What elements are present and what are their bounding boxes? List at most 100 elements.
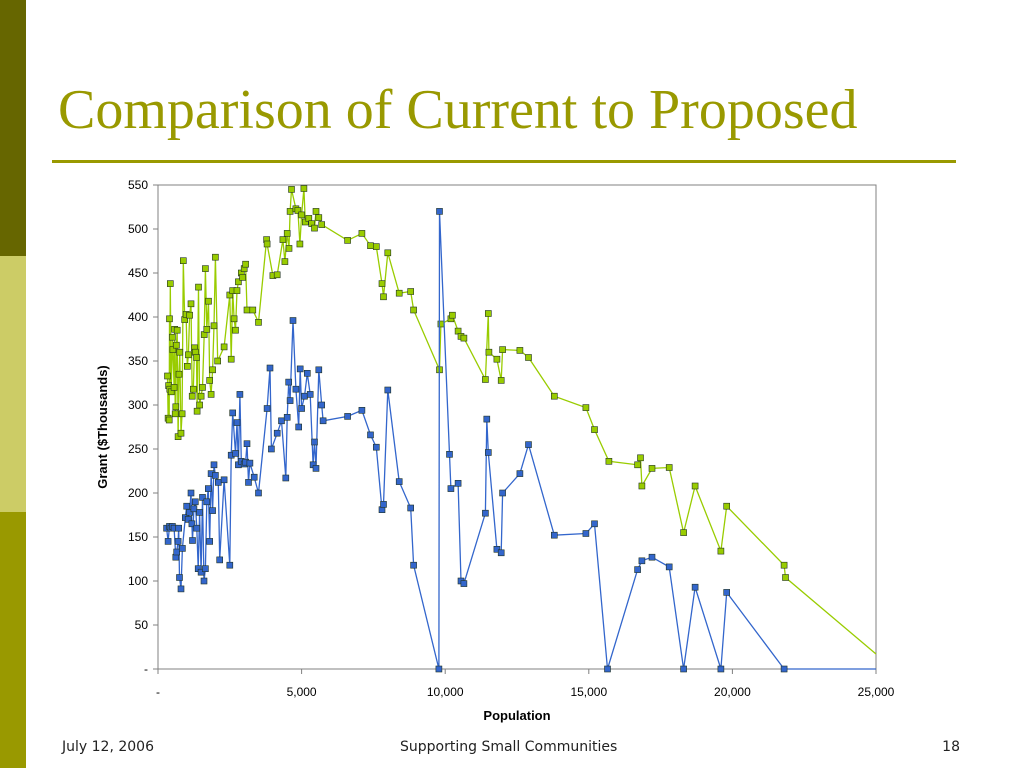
data-point: [239, 274, 246, 281]
series-layer: [163, 185, 877, 673]
data-point: [306, 391, 314, 398]
data-point: [604, 665, 611, 673]
data-point: [266, 364, 274, 372]
data-point: [318, 401, 326, 409]
data-point: [174, 538, 182, 545]
data-point: [196, 509, 203, 516]
data-point: [298, 405, 305, 412]
data-point: [344, 237, 351, 244]
y-axis-title: Grant ($Thousands): [95, 365, 110, 489]
data-point: [285, 378, 293, 386]
data-point: [172, 403, 180, 411]
data-point: [214, 357, 221, 365]
series-1: [164, 185, 877, 655]
data-point: [206, 377, 213, 384]
data-point: [311, 438, 318, 446]
data-point: [177, 429, 185, 437]
data-point: [179, 545, 186, 552]
data-point: [407, 504, 415, 512]
x-axis: - 5,000 10,000 15,000 20,000 25,000: [156, 669, 895, 699]
data-point: [197, 568, 205, 576]
data-point: [780, 665, 788, 673]
data-point: [367, 431, 374, 439]
data-point: [186, 509, 193, 516]
data-point: [166, 315, 173, 323]
data-point: [497, 549, 505, 557]
data-point: [188, 520, 196, 528]
data-point: [232, 450, 239, 457]
data-point: [178, 410, 186, 418]
data-point: [283, 413, 291, 421]
data-point: [235, 278, 242, 286]
data-point: [186, 311, 193, 319]
data-point: [295, 423, 303, 431]
plot-area: [157, 184, 877, 670]
data-point: [372, 243, 380, 250]
data-point: [493, 545, 501, 553]
data-point: [301, 218, 309, 226]
data-point: [263, 240, 271, 248]
data-point: [296, 240, 304, 248]
data-point: [286, 208, 294, 215]
x-tick-label: 15,000: [570, 685, 607, 699]
data-point: [449, 311, 456, 319]
data-point: [278, 417, 285, 425]
data-point: [582, 404, 590, 411]
data-point: [209, 507, 216, 514]
data-point: [395, 478, 403, 485]
data-point: [454, 479, 462, 487]
data-point: [286, 397, 294, 404]
data-point: [209, 366, 216, 374]
data-point: [460, 580, 468, 587]
data-point: [499, 346, 506, 353]
data-point: [185, 351, 192, 359]
y-tick-label: 150: [128, 530, 148, 544]
data-point: [229, 409, 236, 417]
data-point: [288, 186, 295, 193]
data-point: [207, 391, 215, 398]
y-tick-label: 50: [135, 618, 149, 632]
data-point: [169, 333, 176, 341]
data-point: [190, 385, 197, 393]
data-point: [273, 429, 281, 437]
data-point: [192, 498, 199, 506]
data-point: [447, 485, 455, 492]
x-tick-label: -: [156, 685, 160, 699]
data-point: [637, 454, 644, 462]
data-point: [723, 589, 731, 596]
data-point: [482, 509, 489, 517]
data-point: [301, 392, 308, 400]
data-point: [245, 479, 252, 486]
data-point: [410, 306, 417, 314]
data-point: [312, 208, 320, 215]
data-point: [190, 505, 198, 513]
data-point: [460, 334, 468, 342]
data-point: [294, 207, 302, 214]
data-point: [582, 530, 590, 537]
data-point: [591, 520, 598, 528]
data-point: [176, 574, 183, 581]
y-tick-label: 400: [128, 310, 148, 324]
x-axis-title: Population: [483, 708, 550, 723]
data-point: [282, 474, 290, 482]
scatter-line-chart: - 50 100 150 200 250 300 350 400 450 500 550 - 5,000…: [95, 178, 895, 723]
data-point: [717, 547, 725, 555]
data-point: [236, 391, 244, 398]
data-point: [175, 370, 183, 378]
data-point: [550, 531, 558, 539]
data-point: [242, 260, 249, 268]
data-point: [215, 479, 222, 486]
data-point: [691, 482, 699, 490]
data-point: [170, 384, 178, 391]
data-point: [483, 415, 491, 423]
data-point: [202, 265, 209, 272]
data-point: [516, 470, 524, 477]
y-tick-label: 300: [128, 398, 148, 412]
data-point: [255, 489, 262, 497]
data-point: [634, 461, 641, 469]
data-point: [380, 293, 387, 301]
data-point: [484, 310, 492, 317]
data-point: [300, 185, 308, 192]
data-point: [499, 489, 506, 497]
data-point: [187, 489, 195, 497]
